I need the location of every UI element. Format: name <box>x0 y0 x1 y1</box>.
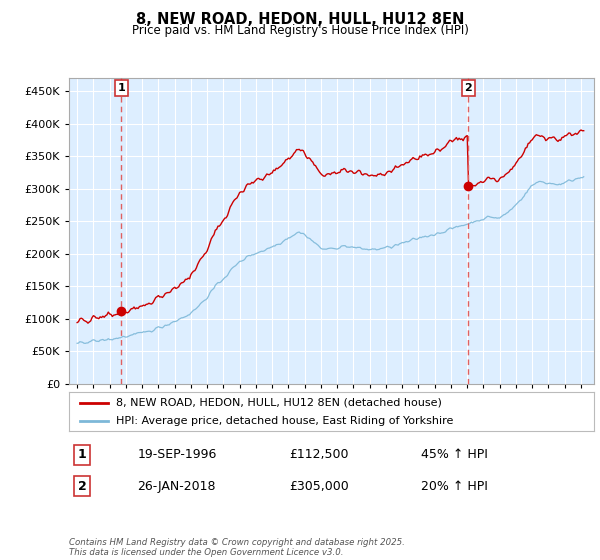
Text: 1: 1 <box>78 448 86 461</box>
Text: 19-SEP-1996: 19-SEP-1996 <box>137 448 217 461</box>
Text: Contains HM Land Registry data © Crown copyright and database right 2025.
This d: Contains HM Land Registry data © Crown c… <box>69 538 405 557</box>
Text: Price paid vs. HM Land Registry's House Price Index (HPI): Price paid vs. HM Land Registry's House … <box>131 24 469 37</box>
Text: 1: 1 <box>118 83 125 93</box>
Text: 2: 2 <box>464 83 472 93</box>
Text: HPI: Average price, detached house, East Riding of Yorkshire: HPI: Average price, detached house, East… <box>116 417 454 426</box>
Text: £305,000: £305,000 <box>290 480 349 493</box>
Text: 8, NEW ROAD, HEDON, HULL, HU12 8EN (detached house): 8, NEW ROAD, HEDON, HULL, HU12 8EN (deta… <box>116 398 442 408</box>
Text: £112,500: £112,500 <box>290 448 349 461</box>
Text: 45% ↑ HPI: 45% ↑ HPI <box>421 448 488 461</box>
Text: 8, NEW ROAD, HEDON, HULL, HU12 8EN: 8, NEW ROAD, HEDON, HULL, HU12 8EN <box>136 12 464 27</box>
Text: 20% ↑ HPI: 20% ↑ HPI <box>421 480 488 493</box>
Text: 26-JAN-2018: 26-JAN-2018 <box>137 480 216 493</box>
Text: 2: 2 <box>78 480 86 493</box>
